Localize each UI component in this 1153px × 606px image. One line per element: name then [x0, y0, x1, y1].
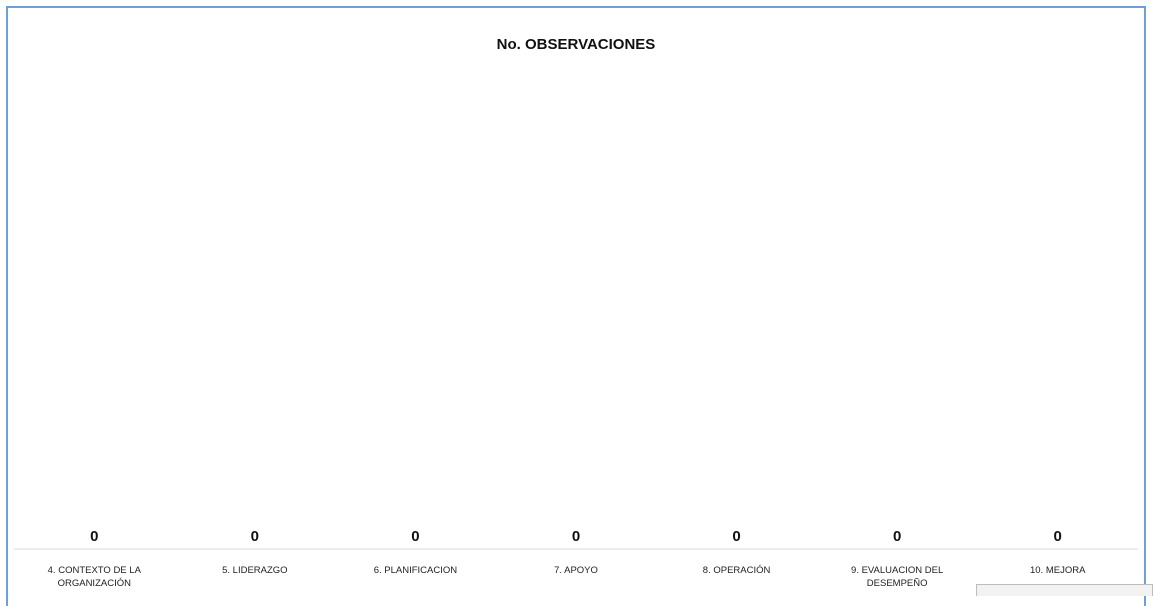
category-label-7: 10. MEJORA [1030, 565, 1086, 576]
data-label-7: 0 [1054, 528, 1062, 545]
data-label-6: 0 [893, 528, 901, 545]
category-label-4: 7. APOYO [554, 565, 598, 576]
category-label-2: 5. LIDERAZGO [222, 565, 287, 576]
category-labels: 4. CONTEXTO DE LA ORGANIZACIÓN 5. LIDERAZG… [48, 565, 1086, 589]
data-label-1: 0 [90, 528, 98, 545]
chart-frame: No. OBSERVACIONES 0 0 0 0 0 0 0 4. CONTEXTO DE… [6, 6, 1146, 606]
value-labels: 0 0 0 0 0 0 0 [90, 528, 1062, 545]
category-label-1: 4. CONTEXTO DE LA ORGANIZACIÓN [48, 565, 142, 589]
data-label-3: 0 [411, 528, 419, 545]
category-label-5: 8. OPERACIÓN [703, 565, 771, 576]
data-label-4: 0 [572, 528, 580, 545]
sheet-status-tab[interactable] [976, 584, 1153, 596]
bar-chart: 0 0 0 0 0 0 0 4. CONTEXTO DE LA ORGANIZACIÓN 5. … [14, 528, 1138, 589]
data-label-5: 0 [732, 528, 740, 545]
category-label-3: 6. PLANIFICACION [374, 565, 458, 576]
chart-title: No. OBSERVACIONES [496, 36, 656, 53]
category-label-6: 9. EVALUACION DEL DESEMPEÑO [851, 565, 943, 589]
data-label-2: 0 [251, 528, 259, 545]
